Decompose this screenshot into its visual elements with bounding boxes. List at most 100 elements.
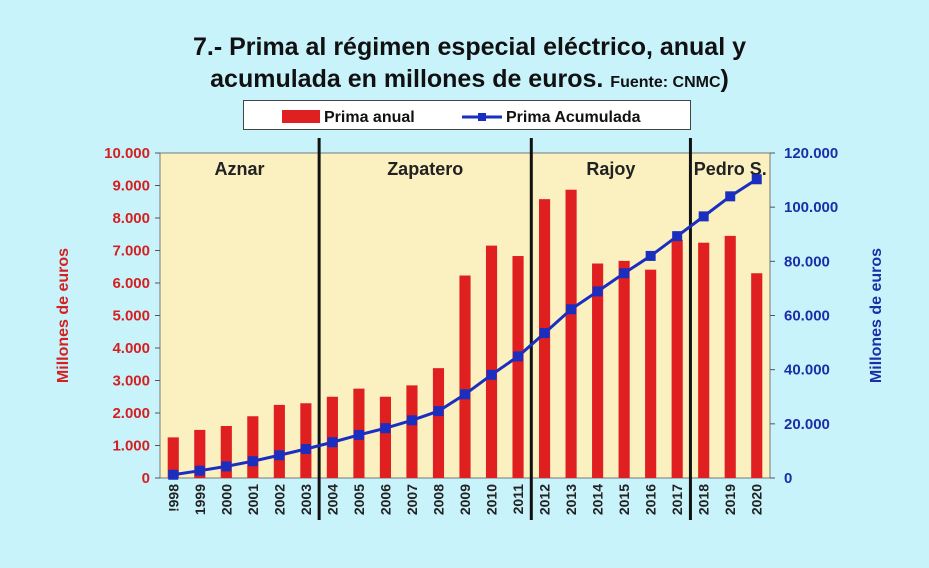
x-tick-label: 2003 [298, 484, 314, 515]
marker-prima-acumulada [380, 423, 391, 434]
marker-prima-acumulada [539, 328, 550, 339]
x-tick-label: 2017 [669, 484, 685, 515]
bar-prima-anual [751, 273, 763, 478]
x-tick-label: 2014 [590, 484, 606, 515]
marker-prima-acumulada [566, 304, 577, 315]
bar-prima-anual [459, 275, 471, 478]
marker-prima-acumulada [353, 429, 364, 440]
bar-prima-anual [724, 235, 736, 478]
era-label: Pedro S. [694, 159, 767, 179]
x-tick-label: 2006 [377, 484, 393, 515]
bar-prima-anual [379, 396, 392, 478]
right-tick-label: 80.000 [784, 253, 830, 270]
x-tick-label: 2000 [218, 484, 234, 515]
legend-marker-prima-acumulada [478, 113, 486, 121]
chart-title-line-1: 7.- Prima al régimen especial eléctrico,… [0, 32, 929, 62]
bar-prima-anual [247, 416, 259, 478]
marker-prima-acumulada [751, 174, 762, 185]
x-tick-label: 2020 [749, 484, 765, 515]
x-tick-label: 1999 [192, 484, 208, 515]
bar-prima-anual [538, 199, 551, 478]
title-text-1: 7.- Prima al régimen especial eléctrico,… [192, 33, 747, 61]
x-tick-label: 2002 [271, 484, 287, 515]
marker-prima-acumulada [274, 450, 285, 461]
bar-prima-anual [512, 256, 524, 478]
right-tick-label: 20.000 [784, 416, 830, 433]
right-tick-label: 100.000 [784, 199, 838, 216]
right-tick-label: 60.000 [784, 308, 830, 325]
x-tick-label: 2009 [457, 484, 473, 515]
marker-prima-acumulada [645, 250, 656, 261]
marker-prima-acumulada [247, 456, 258, 467]
left-tick-label: 0 [142, 470, 150, 487]
marker-prima-acumulada [300, 444, 311, 455]
title-text-2: acumulada en millones de euros. [210, 65, 604, 93]
bar-prima-anual [618, 260, 630, 478]
marker-prima-acumulada [460, 389, 470, 400]
bar-prima-anual [273, 404, 285, 478]
x-tick-label: 2018 [696, 484, 712, 515]
bar-prima-anual [645, 269, 657, 478]
bar-prima-anual [698, 242, 710, 478]
marker-prima-acumulada [698, 211, 709, 222]
x-tick-label: 2011 [510, 484, 526, 515]
marker-prima-acumulada [725, 191, 736, 202]
left-tick-label: 2.000 [112, 405, 150, 422]
left-tick-label: 1.000 [112, 438, 150, 455]
right-tick-label: 0 [784, 470, 792, 487]
bar-prima-anual [167, 437, 179, 478]
marker-prima-acumulada [672, 231, 683, 242]
bar-prima-anual [671, 239, 683, 478]
right-tick-label: 120.000 [784, 145, 838, 162]
marker-prima-acumulada [513, 351, 524, 362]
left-tick-label: 10.000 [104, 145, 150, 162]
bar-prima-anual [592, 263, 604, 478]
source-label: Fuente: CNMC [610, 74, 721, 91]
title-close-paren: ) [720, 65, 729, 93]
marker-prima-acumulada [168, 469, 179, 480]
x-tick-label: 2013 [563, 484, 579, 515]
legend-swatch-prima-anual [282, 110, 320, 123]
x-tick-label: 2004 [324, 484, 340, 515]
era-label: Rajoy [586, 159, 635, 179]
right-axis-title: Millones de euros [868, 248, 885, 383]
x-tick-label: 2008 [430, 484, 446, 515]
bar-prima-anual [565, 189, 577, 478]
marker-prima-acumulada [486, 369, 497, 380]
bar-prima-anual [485, 245, 498, 478]
bar-prima-anual [300, 403, 312, 478]
bar-prima-anual [194, 429, 206, 478]
left-tick-label: 8.000 [112, 210, 150, 227]
marker-prima-acumulada [406, 415, 417, 426]
bar-prima-anual [406, 385, 418, 478]
left-tick-label: 5.000 [112, 308, 150, 325]
x-tick-label: 2019 [722, 484, 738, 515]
x-tick-label: 2007 [404, 484, 420, 515]
legend-label-prima-acumulada: Prima Acumulada [506, 109, 641, 126]
x-tick-label: 2005 [351, 484, 367, 515]
marker-prima-acumulada [194, 465, 205, 476]
left-tick-label: 4.000 [112, 340, 150, 357]
left-tick-label: 7.000 [112, 243, 150, 260]
chart-title-line-2: acumulada en millones de euros. Fuente: … [0, 64, 929, 98]
left-tick-label: 3.000 [112, 373, 150, 390]
era-label: Aznar [215, 159, 265, 179]
x-tick-label: 2001 [245, 484, 261, 515]
x-tick-label: 2010 [484, 484, 500, 515]
bar-prima-anual [432, 368, 445, 478]
marker-prima-acumulada [221, 461, 232, 472]
x-tick-label: 2016 [643, 484, 659, 515]
x-tick-label: !998 [165, 484, 181, 512]
bar-prima-anual [220, 426, 232, 478]
left-tick-label: 9.000 [112, 178, 150, 195]
x-tick-label: 2015 [616, 484, 632, 515]
right-tick-label: 40.000 [784, 362, 830, 379]
marker-prima-acumulada [619, 268, 630, 279]
marker-prima-acumulada [592, 286, 603, 297]
marker-prima-acumulada [433, 406, 444, 417]
legend-label-prima-anual: Prima anual [324, 109, 415, 126]
left-tick-label: 6.000 [112, 275, 150, 292]
left-axis-title: Millones de euros [55, 248, 72, 383]
